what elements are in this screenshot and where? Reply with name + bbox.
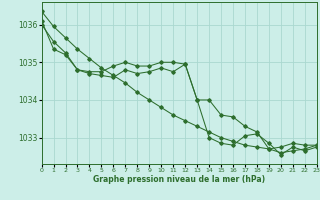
X-axis label: Graphe pression niveau de la mer (hPa): Graphe pression niveau de la mer (hPa) [93, 175, 265, 184]
